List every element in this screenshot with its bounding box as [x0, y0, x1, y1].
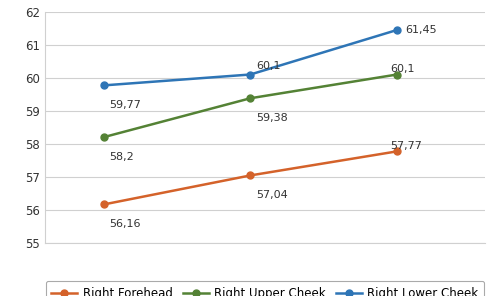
- Text: 60,1: 60,1: [256, 61, 280, 71]
- Line: Right Upper Cheek: Right Upper Cheek: [100, 71, 400, 141]
- Right Upper Cheek: [394, 73, 400, 76]
- Right Forehead: [100, 203, 106, 206]
- Right Lower Cheek: [394, 28, 400, 32]
- Text: 57,77: 57,77: [390, 141, 422, 151]
- Text: 57,04: 57,04: [256, 190, 288, 200]
- Line: Right Forehead: Right Forehead: [100, 148, 400, 208]
- Line: Right Lower Cheek: Right Lower Cheek: [100, 27, 400, 89]
- Legend: Right Forehead, Right Upper Cheek, Right Lower Cheek: Right Forehead, Right Upper Cheek, Right…: [46, 281, 484, 296]
- Right Upper Cheek: [100, 135, 106, 139]
- Text: 61,45: 61,45: [406, 25, 437, 35]
- Right Forehead: [394, 149, 400, 153]
- Text: 60,1: 60,1: [390, 64, 414, 74]
- Text: 58,2: 58,2: [109, 152, 134, 162]
- Text: 56,16: 56,16: [109, 219, 140, 229]
- Right Forehead: [248, 174, 254, 177]
- Text: 59,38: 59,38: [256, 113, 288, 123]
- Text: 59,77: 59,77: [109, 100, 141, 110]
- Right Upper Cheek: [248, 96, 254, 100]
- Right Lower Cheek: [100, 83, 106, 87]
- Right Lower Cheek: [248, 73, 254, 76]
